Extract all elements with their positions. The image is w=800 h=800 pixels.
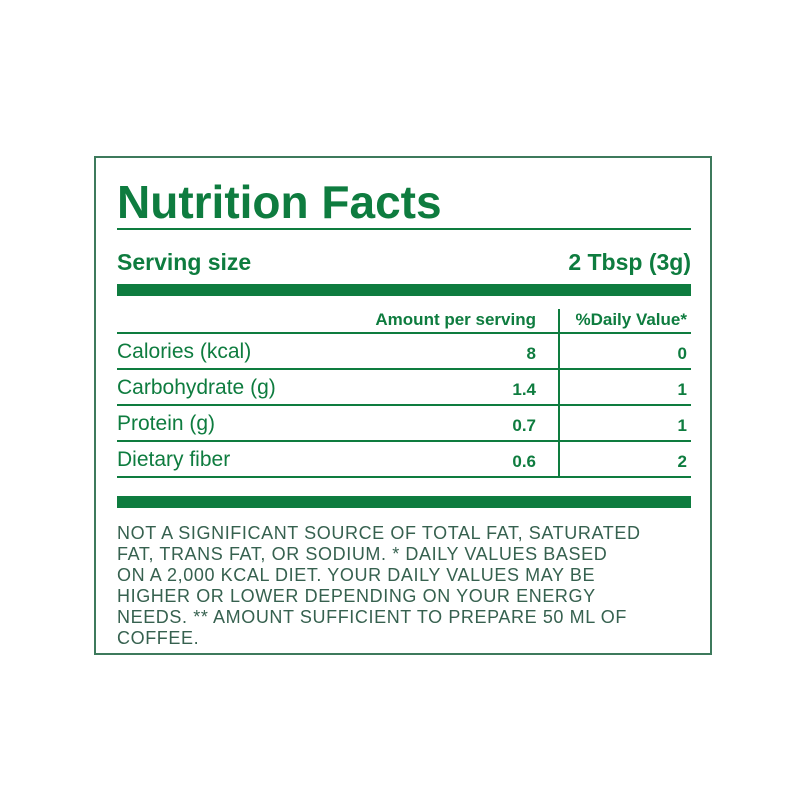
table-row: Calories (kcal) 8 0	[117, 334, 691, 370]
thick-separator-top	[117, 284, 691, 296]
header-daily-value: %Daily Value*	[575, 310, 687, 329]
nutrient-amount: 0.7	[512, 416, 536, 435]
nutrient-name: Carbohydrate (g)	[117, 376, 276, 399]
table-header-row: Amount per serving %Daily Value*	[117, 309, 691, 334]
serving-size-label: Serving size	[117, 248, 252, 275]
serving-row: Serving size 2 Tbsp (3g)	[117, 248, 691, 276]
nutrient-amount: 8	[526, 344, 536, 363]
serving-size-value: 2 Tbsp (3g)	[568, 248, 691, 275]
footnote-text: NOT A SIGNIFICANT SOURCE OF TOTAL FAT, S…	[117, 523, 641, 648]
nutrient-daily-value: 1	[677, 416, 687, 435]
nutrition-table: Amount per serving %Daily Value* Calorie…	[117, 309, 691, 478]
table-row: Protein (g) 0.7 1	[117, 406, 691, 442]
nutrient-name: Protein (g)	[117, 412, 216, 435]
label-title: Nutrition Facts	[117, 176, 691, 230]
nutrient-amount: 0.6	[512, 452, 536, 471]
nutrient-amount: 1.4	[512, 380, 536, 399]
nutrient-daily-value: 0	[677, 344, 687, 363]
nutrient-daily-value: 2	[677, 452, 687, 471]
table-row: Carbohydrate (g) 1.4 1	[117, 370, 691, 406]
thick-separator-bottom	[117, 496, 691, 508]
table-row: Dietary fiber 0.6 2	[117, 442, 691, 478]
nutrition-label: Nutrition Facts Serving size 2 Tbsp (3g)…	[94, 156, 712, 655]
nutrient-daily-value: 1	[677, 380, 687, 399]
nutrient-name: Calories (kcal)	[117, 340, 252, 363]
header-amount-per-serving: Amount per serving	[375, 310, 536, 329]
nutrient-name: Dietary fiber	[117, 448, 231, 471]
